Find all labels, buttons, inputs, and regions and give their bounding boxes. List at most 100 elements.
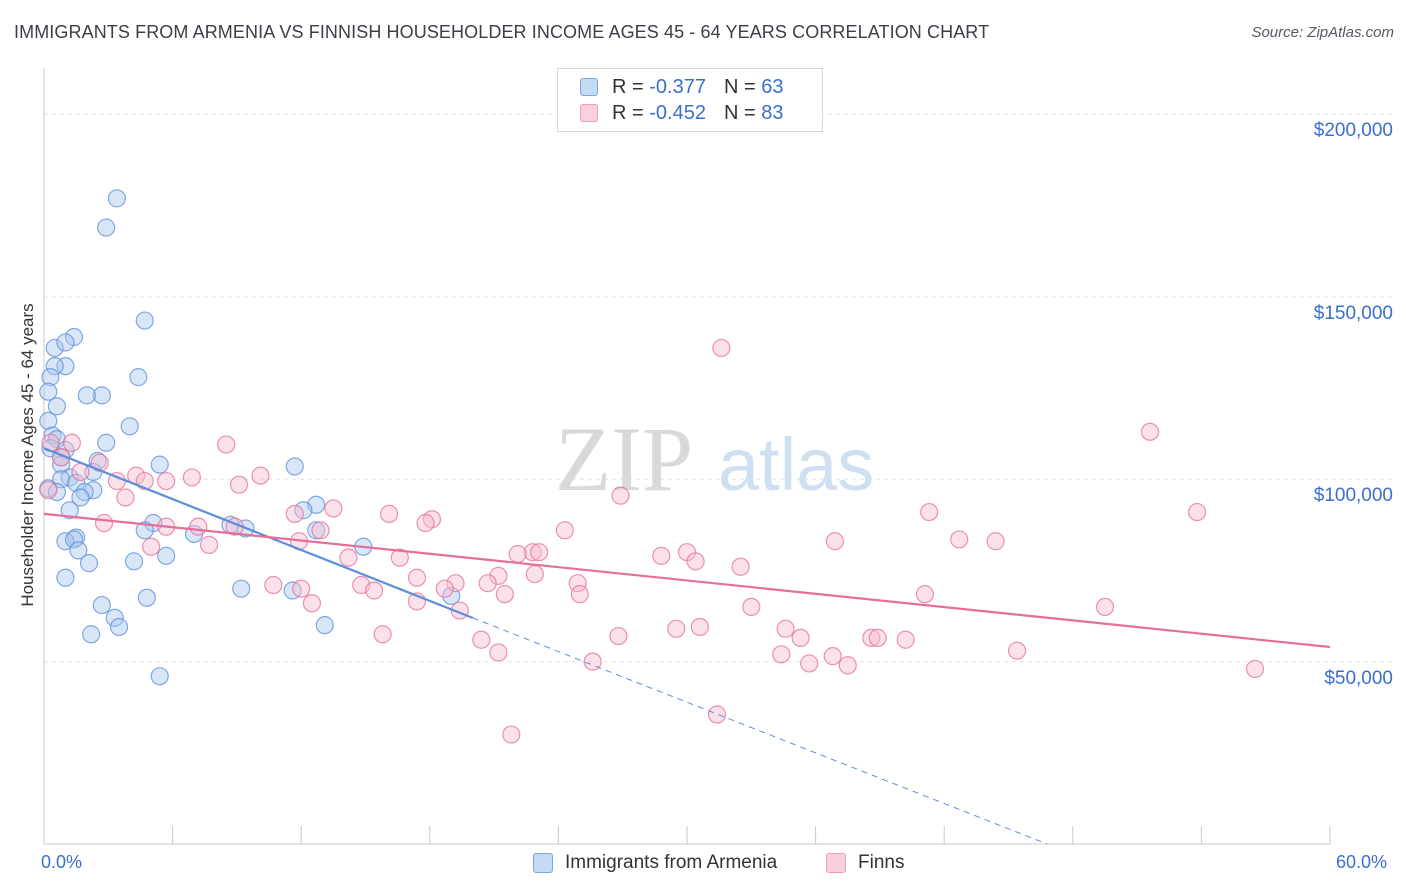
finns-point-17 bbox=[116, 488, 135, 507]
armenia-point-11 bbox=[92, 386, 111, 405]
legend-n-value-finns: 83 bbox=[761, 101, 784, 124]
finns-point-73 bbox=[896, 630, 915, 649]
armenia-point-48 bbox=[157, 546, 176, 565]
bottom-legend-swatch-finns bbox=[826, 853, 846, 873]
finns-point-35 bbox=[199, 535, 219, 554]
armenia-point-60 bbox=[82, 625, 101, 644]
armenia-point-5 bbox=[56, 333, 75, 352]
legend-n-label: N = bbox=[723, 101, 756, 124]
armenia-point-41 bbox=[307, 521, 326, 540]
armenia-point-33 bbox=[71, 488, 90, 507]
series-finns-points bbox=[39, 338, 1265, 744]
armenia-point-12 bbox=[77, 386, 96, 405]
finns-point-20 bbox=[285, 504, 304, 523]
finns-point-15 bbox=[39, 481, 58, 500]
finns-point-1 bbox=[1140, 422, 1160, 441]
legend-row-armenia: R = -0.377 N = 63 bbox=[580, 75, 783, 99]
finns-point-53 bbox=[568, 574, 587, 593]
finns-point-54 bbox=[292, 579, 311, 598]
finns-point-68 bbox=[609, 626, 628, 646]
finns-point-37 bbox=[523, 543, 542, 562]
finns-point-39 bbox=[652, 546, 671, 565]
finns-point-3 bbox=[62, 433, 81, 452]
finns-point-24 bbox=[416, 513, 435, 533]
x-tick-label-min: 0.0% bbox=[41, 852, 83, 872]
finns-point-83 bbox=[707, 705, 727, 724]
chart-title: IMMIGRANTS FROM ARMENIA VS FINNISH HOUSE… bbox=[14, 22, 990, 42]
armenia-trend-line bbox=[43, 447, 474, 619]
axes bbox=[43, 68, 1331, 845]
armenia-point-13 bbox=[47, 397, 66, 416]
finns-point-67 bbox=[776, 619, 795, 638]
finns-point-19 bbox=[379, 504, 399, 523]
armenia-point-25 bbox=[285, 457, 304, 476]
armenia-point-8 bbox=[129, 368, 148, 387]
finns-point-32 bbox=[825, 532, 844, 551]
armenia-point-15 bbox=[120, 417, 139, 436]
legend-r-value-finns: -0.452 bbox=[649, 101, 706, 124]
armenia-point-14 bbox=[39, 411, 58, 430]
finns-point-82 bbox=[1245, 659, 1265, 679]
finns-point-74 bbox=[472, 630, 491, 649]
legend-r-label: R = bbox=[612, 75, 644, 98]
finns-point-69 bbox=[373, 625, 392, 644]
armenia-point-18 bbox=[97, 433, 116, 452]
legend-swatch-armenia bbox=[580, 78, 598, 96]
finns-point-75 bbox=[1007, 641, 1027, 660]
finns-point-64 bbox=[1095, 597, 1115, 617]
armenia-point-55 bbox=[137, 588, 156, 607]
finns-point-77 bbox=[823, 647, 842, 666]
finns-point-58 bbox=[570, 585, 589, 604]
finns-point-40 bbox=[508, 544, 527, 564]
armenia-point-56 bbox=[92, 595, 111, 615]
armenia-point-10 bbox=[39, 382, 58, 401]
armenia-point-61 bbox=[150, 667, 169, 686]
finns-point-16 bbox=[611, 486, 630, 505]
finns-point-48 bbox=[489, 566, 508, 586]
watermark-atlas: atlas bbox=[718, 423, 874, 506]
finns-point-59 bbox=[915, 585, 935, 604]
finns-point-49 bbox=[446, 574, 465, 593]
armenia-point-4 bbox=[45, 338, 64, 358]
finns-point-65 bbox=[667, 619, 686, 638]
legend-r-label: R = bbox=[612, 101, 644, 124]
finns-point-27 bbox=[189, 517, 208, 536]
finns-point-25 bbox=[94, 513, 114, 533]
finns-point-72 bbox=[868, 628, 887, 648]
finns-point-81 bbox=[838, 656, 857, 675]
armenia-point-0 bbox=[107, 189, 126, 208]
finns-point-4 bbox=[217, 435, 236, 454]
finns-point-66 bbox=[690, 617, 709, 637]
finns-point-76 bbox=[772, 645, 791, 664]
y-tick-label-0: $50,000 bbox=[1324, 667, 1393, 689]
finns-point-30 bbox=[311, 521, 330, 540]
finns-point-57 bbox=[495, 585, 514, 604]
bottom-legend-label-armenia: Immigrants from Armenia bbox=[565, 852, 778, 873]
finns-point-78 bbox=[489, 643, 508, 662]
grid-lines bbox=[44, 113, 1394, 663]
armenia-point-52 bbox=[232, 579, 251, 598]
source-label: Source: ZipAtlas.com bbox=[1251, 24, 1394, 41]
legend-row-finns: R = -0.452 N = 83 bbox=[580, 101, 783, 125]
armenia-point-49 bbox=[124, 552, 144, 571]
armenia-point-2 bbox=[135, 311, 154, 330]
armenia-point-36 bbox=[60, 501, 79, 520]
y-tick-label-2: $150,000 bbox=[1313, 302, 1393, 324]
finns-point-45 bbox=[731, 557, 750, 576]
watermark: ZIP atlas bbox=[555, 408, 874, 510]
finns-point-29 bbox=[555, 521, 574, 540]
finns-point-18 bbox=[324, 499, 343, 518]
finns-point-0 bbox=[712, 338, 731, 358]
finns-point-44 bbox=[390, 548, 409, 567]
armenia-point-59 bbox=[109, 617, 129, 637]
x-tick-label-max: 60.0% bbox=[1336, 852, 1388, 872]
finns-point-42 bbox=[686, 552, 705, 571]
legend-r-value-armenia: -0.377 bbox=[649, 75, 706, 98]
finns-point-84 bbox=[502, 725, 521, 744]
series-armenia-points bbox=[39, 189, 461, 686]
finns-point-8 bbox=[251, 466, 270, 485]
finns-point-34 bbox=[986, 532, 1005, 551]
finns-point-21 bbox=[920, 502, 939, 522]
finns-point-80 bbox=[800, 654, 819, 673]
